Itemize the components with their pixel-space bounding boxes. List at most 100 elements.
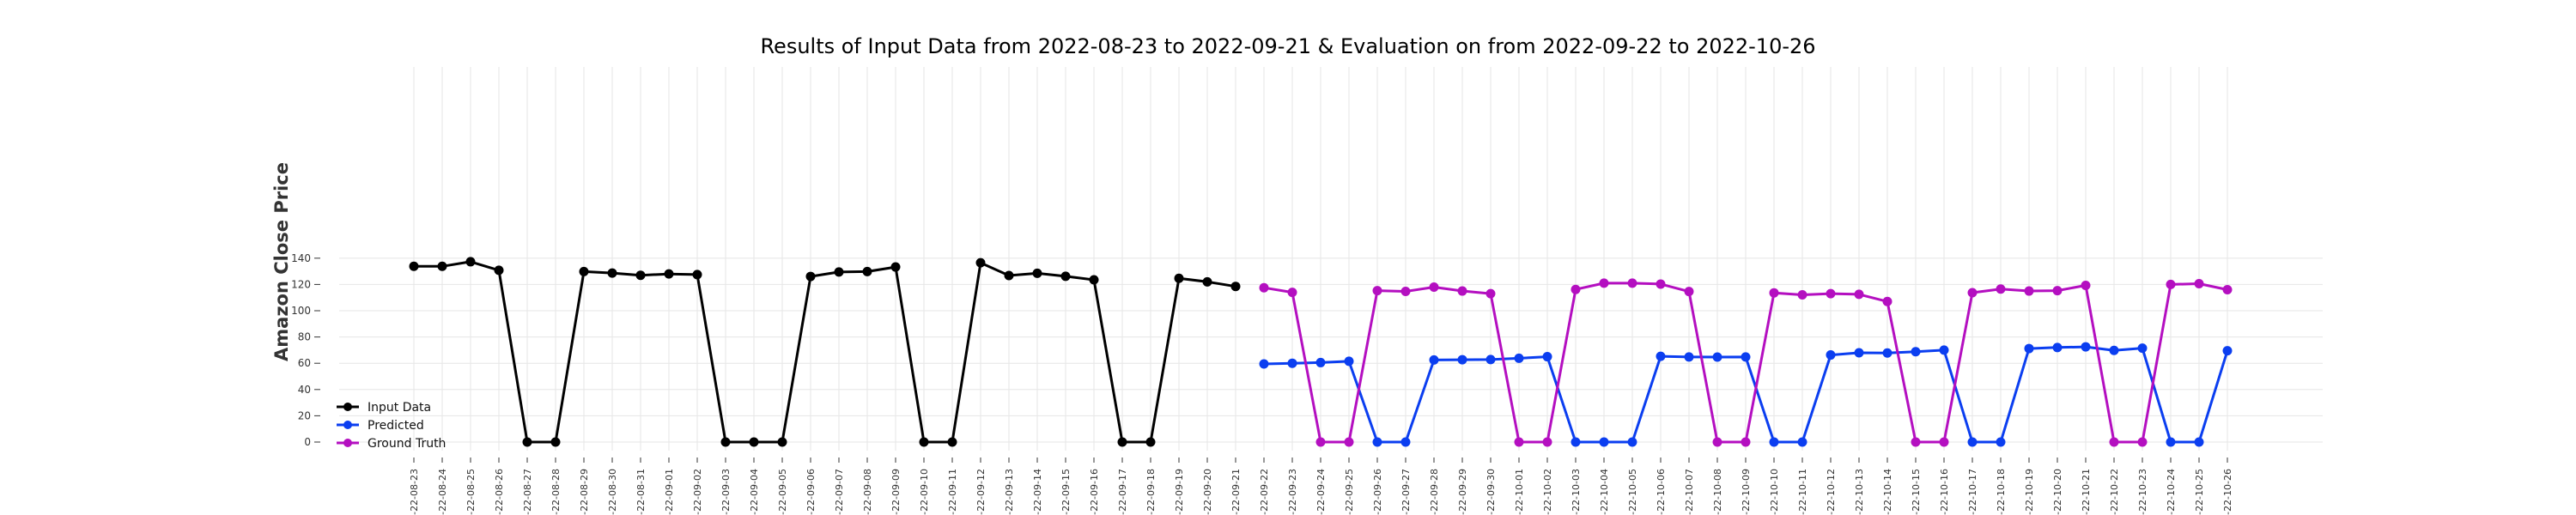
x-tick-label: -22-09-01	[664, 469, 675, 515]
x-tick-label: -22-10-20	[2052, 469, 2063, 515]
x-tick-label: -22-09-20	[1202, 469, 1213, 515]
data-point	[1202, 276, 1212, 287]
data-point	[1145, 437, 1156, 447]
x-axis-ticks: -22-08-23 -22-08-24 -22-08-25 -22-08-26 -22-…	[409, 457, 2233, 515]
x-tick-label: -22-10-04	[1599, 469, 1610, 515]
data-point	[1287, 358, 1297, 368]
x-tick-label: -22-09-03	[720, 469, 732, 515]
data-point	[1599, 278, 1609, 288]
data-point	[1684, 287, 1694, 297]
x-tick-label: -22-10-09	[1741, 469, 1752, 515]
data-point	[1315, 357, 1326, 367]
series-ground-truth	[1259, 278, 2233, 447]
x-tick-label: -22-09-09	[890, 469, 902, 515]
data-point	[1967, 288, 1978, 298]
data-point	[1769, 437, 1779, 447]
legend-label: Predicted	[368, 419, 424, 433]
data-point	[1457, 286, 1467, 296]
data-point	[2166, 437, 2176, 447]
x-tick-label: -22-09-04	[749, 469, 760, 515]
x-tick-label: -22-09-07	[834, 469, 845, 515]
data-point	[1712, 437, 1722, 447]
x-tick-label: -22-10-15	[1911, 469, 1922, 515]
data-point	[862, 266, 872, 276]
data-point	[1315, 437, 1326, 447]
x-tick-label: -22-09-16	[1089, 469, 1100, 515]
x-tick-label: -22-09-06	[805, 469, 817, 515]
chart-title: Results of Input Data from 2022-08-23 to…	[760, 34, 1816, 58]
data-point	[1400, 287, 1411, 297]
x-tick-label: -22-08-31	[635, 469, 647, 515]
data-point	[805, 271, 816, 282]
data-point	[1400, 437, 1411, 447]
x-tick-label: -22-09-15	[1060, 469, 1072, 515]
data-point	[1911, 437, 1921, 447]
legend-swatch-marker	[343, 439, 352, 447]
x-tick-label: -22-09-11	[947, 469, 958, 515]
series-input-data	[409, 257, 1241, 447]
data-point	[2024, 343, 2034, 354]
data-point	[1514, 353, 1524, 363]
x-tick-label: -22-10-12	[1826, 469, 1837, 515]
x-tick-label: -22-09-24	[1315, 469, 1327, 515]
x-tick-label: -22-09-25	[1344, 469, 1355, 515]
data-point	[1656, 279, 1666, 289]
x-tick-label: -22-09-18	[1145, 469, 1157, 515]
x-tick-label: -22-08-28	[550, 469, 562, 515]
data-point	[1599, 437, 1609, 447]
x-tick-label: -22-09-08	[862, 469, 873, 515]
data-point	[494, 265, 504, 276]
x-tick-label: -22-08-30	[607, 469, 618, 515]
data-point	[1741, 352, 1751, 362]
series-lines	[409, 257, 2233, 447]
data-point	[1826, 288, 1836, 299]
data-point	[1571, 284, 1581, 294]
x-tick-label: -22-09-22	[1259, 469, 1270, 515]
y-tick-label: 140	[291, 252, 311, 264]
data-point	[1939, 345, 1949, 355]
data-point	[2081, 342, 2091, 352]
x-tick-label: -22-10-22	[2109, 469, 2120, 515]
x-tick-label: -22-09-14	[1032, 469, 1043, 515]
data-point	[749, 437, 759, 447]
data-point	[1967, 437, 1978, 447]
data-point	[1372, 286, 1382, 296]
data-point	[1485, 354, 1496, 365]
data-point	[1372, 437, 1382, 447]
data-point	[1429, 354, 1439, 365]
y-axis-label: Amazon Close Price	[271, 162, 292, 361]
data-point	[2194, 437, 2204, 447]
x-tick-label: -22-08-29	[579, 469, 590, 515]
x-tick-label: -22-10-21	[2081, 469, 2092, 515]
data-point	[2222, 285, 2233, 295]
data-point	[1514, 437, 1524, 447]
data-point	[834, 267, 844, 277]
x-tick-label: -22-09-13	[1004, 469, 1015, 515]
x-tick-label: -22-09-21	[1230, 469, 1242, 515]
legend-label: Input Data	[368, 401, 431, 415]
data-point	[1854, 348, 1864, 358]
data-point	[1230, 282, 1241, 292]
data-point	[1797, 437, 1807, 447]
data-point	[890, 262, 901, 272]
data-point	[1287, 288, 1297, 298]
data-point	[1344, 437, 1354, 447]
x-tick-label: -22-09-10	[919, 469, 930, 515]
x-tick-label: -22-10-24	[2166, 469, 2177, 515]
data-point	[1996, 284, 2006, 294]
x-tick-label: -22-10-08	[1712, 469, 1723, 515]
data-point	[1996, 437, 2006, 447]
data-point	[1656, 351, 1666, 361]
x-tick-label: -22-10-06	[1656, 469, 1667, 515]
data-point	[947, 437, 957, 447]
data-point	[1741, 437, 1751, 447]
data-point	[2222, 346, 2233, 356]
data-point	[579, 266, 589, 276]
data-point	[1089, 275, 1099, 285]
data-point	[2024, 286, 2034, 296]
x-tick-label: -22-08-27	[522, 469, 533, 515]
data-point	[1797, 289, 1807, 300]
data-point	[522, 437, 532, 447]
data-point	[1911, 347, 1921, 357]
